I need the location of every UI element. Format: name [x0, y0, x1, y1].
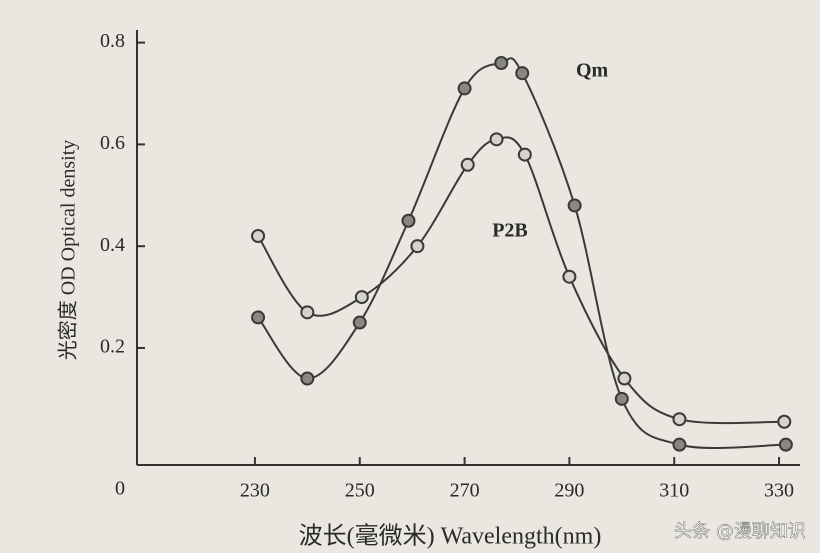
- data-point: [672, 437, 687, 452]
- data-point: [614, 391, 629, 406]
- data-point: [489, 132, 504, 147]
- y-tick-label: 0.2: [100, 336, 125, 358]
- x-tick-label: 250: [345, 480, 375, 502]
- data-point: [401, 213, 416, 228]
- x-axis-label: 波长(毫微米) Wavelength(nm): [299, 523, 602, 550]
- x-tick-label: 310: [659, 480, 689, 502]
- data-point: [777, 414, 792, 429]
- data-point: [617, 371, 632, 386]
- x-tick-label: 230: [240, 480, 270, 502]
- data-point: [251, 229, 266, 244]
- data-point: [457, 81, 472, 96]
- x-tick-label: 270: [450, 480, 480, 502]
- x-tick-label: 290: [554, 480, 584, 502]
- y-axis-label: 光密度 OD Optical density: [57, 140, 80, 361]
- data-point: [494, 55, 509, 70]
- data-point: [300, 305, 315, 320]
- data-point: [352, 315, 367, 330]
- origin-label: 0: [115, 478, 125, 500]
- data-point: [672, 412, 687, 427]
- y-tick-label: 0.6: [100, 132, 125, 154]
- data-point: [562, 269, 577, 284]
- data-point: [251, 310, 266, 325]
- data-point: [354, 290, 369, 305]
- data-point: [567, 198, 582, 213]
- data-point: [778, 437, 793, 452]
- data-point: [460, 157, 475, 172]
- y-tick-label: 0.8: [100, 30, 125, 52]
- y-tick-label: 0.4: [100, 234, 125, 256]
- series-label: Qm: [576, 60, 609, 82]
- data-point: [300, 371, 315, 386]
- data-point: [517, 147, 532, 162]
- x-tick-label: 330: [764, 480, 794, 502]
- watermark: 头条 @漫聊知识: [674, 521, 806, 542]
- series-label: P2B: [492, 220, 528, 242]
- data-point: [410, 239, 425, 254]
- data-point: [515, 66, 530, 81]
